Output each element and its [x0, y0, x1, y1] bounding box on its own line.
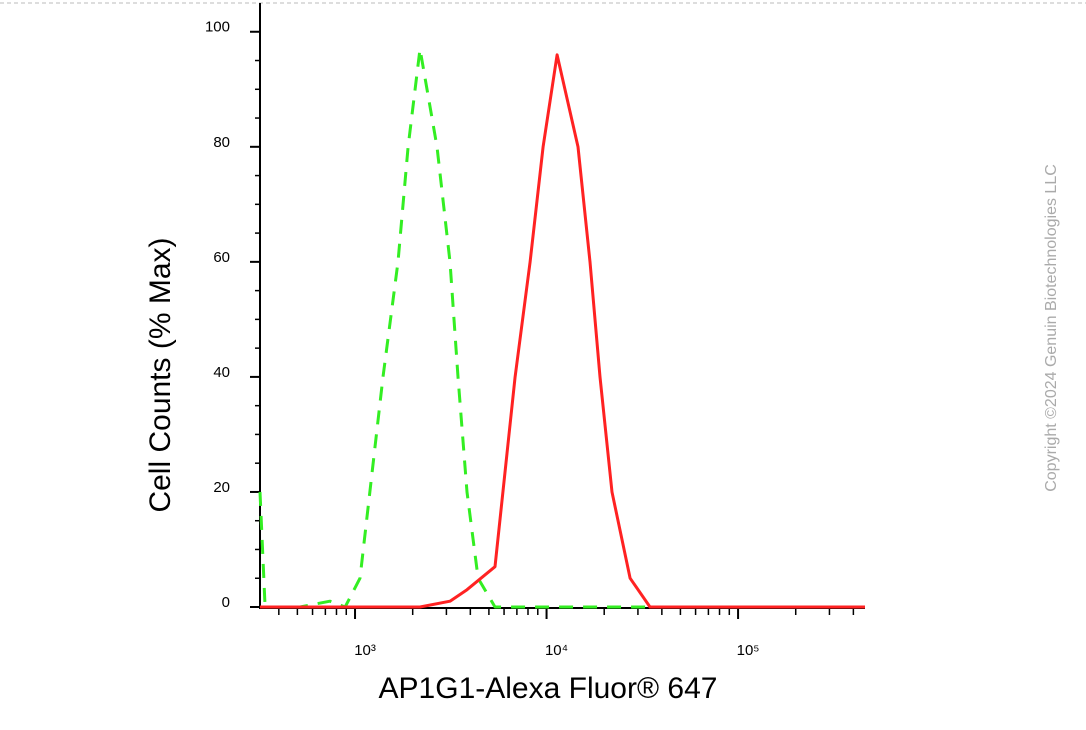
y-tick-label: 20 [213, 479, 230, 496]
histogram-line [260, 53, 865, 609]
watermark: Copyright ©2024 Genuin Biotechnologies L… [1043, 164, 1060, 492]
x-tick-label: 10⁵ [737, 642, 760, 659]
x-axis-title: AP1G1-Alexa Fluor® 647 [379, 672, 718, 705]
y-tick-label: 0 [222, 594, 230, 611]
y-axis-title: Cell Counts (% Max) [144, 237, 177, 512]
x-tick-label: 10⁴ [545, 642, 568, 659]
y-tick-label: 40 [213, 364, 230, 381]
x-tick-label: 10³ [354, 642, 376, 659]
y-tick-label: 60 [213, 249, 230, 266]
y-tick-label: 100 [205, 19, 230, 36]
y-tick-label: 80 [213, 134, 230, 151]
histogram-line [258, 47, 865, 609]
